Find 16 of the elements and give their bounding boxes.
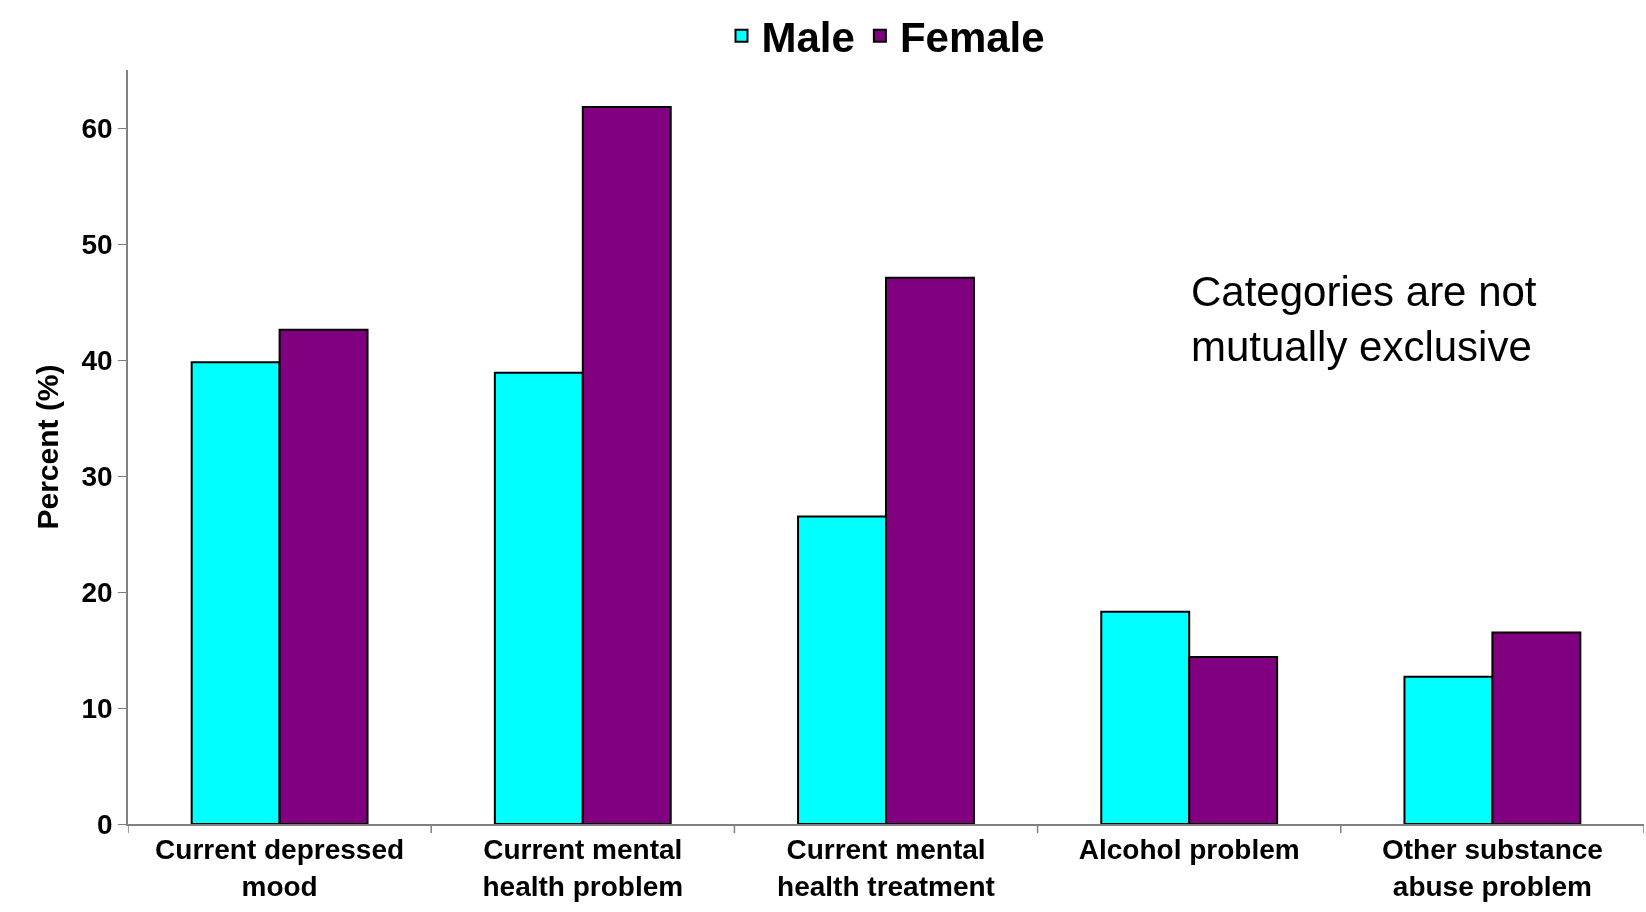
y-tick-label: 60	[81, 112, 113, 144]
annotation: Categories are not mutually exclusive	[1191, 268, 1537, 370]
y-tick-label: 10	[81, 692, 113, 724]
legend-label: Female	[899, 14, 1045, 62]
y-tick-label: 50	[81, 228, 113, 260]
legend-label: Male	[761, 14, 855, 62]
x-tick-label: Current mental health treatment	[777, 834, 995, 902]
x-tick-label: Current mental health problem	[482, 834, 684, 902]
y-tick-label: 0	[97, 808, 113, 840]
x-tick-label: Current depressed mood	[155, 834, 405, 902]
y-tick-label: 20	[81, 576, 113, 608]
y-tick-label: 40	[81, 344, 113, 376]
x-tick-label: Alcohol problem	[1078, 834, 1300, 866]
x-tick-label: Other substance abuse problem	[1381, 834, 1603, 902]
y-axis-title: Percent (%)	[30, 364, 64, 530]
y-tick-label: 30	[81, 460, 113, 492]
